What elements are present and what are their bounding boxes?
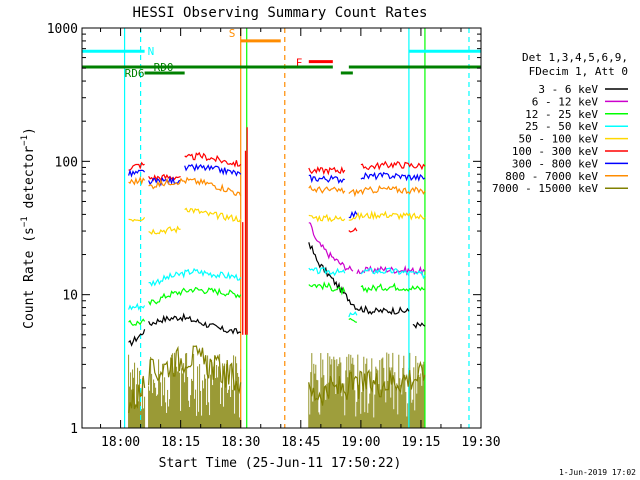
y-axis-label: Count Rate (s−1 detector−1) (20, 127, 37, 329)
series-line-segment (360, 282, 426, 294)
x-tick-label: 18:00 (101, 435, 140, 450)
x-tick-label: 19:15 (401, 435, 440, 450)
series-line-segment (356, 264, 426, 276)
series-line-segment (128, 175, 146, 186)
series-line-segment (308, 242, 410, 316)
legend-label-800-7000-kev: 800 - 7000 keV (505, 170, 598, 183)
series-line-segment (308, 174, 345, 184)
chart-title: HESSI Observing Summary Count Rates (132, 5, 427, 21)
legend-label-25-50-kev: 25 - 50 keV (525, 120, 598, 133)
series-line-segment (184, 162, 242, 177)
legend-label-12-25-kev: 12 - 25 keV (525, 108, 598, 121)
series-line-segment (128, 302, 146, 311)
series-line-segment (348, 317, 358, 323)
flag-label-s: S (229, 27, 236, 40)
series-line-segment (348, 227, 358, 233)
series-line-segment (128, 375, 146, 414)
series-line-segment (308, 281, 346, 296)
series-line-segment (308, 267, 346, 277)
x-axis-label: Start Time (25-Jun-11 17:50:22) (159, 456, 402, 471)
y-tick-label: 10 (62, 289, 78, 304)
y-axis-label-main: Count Rate (s (22, 227, 37, 329)
series-line-segment (128, 329, 146, 347)
flag-bar-s: S (229, 27, 281, 43)
flag-bar-n: N (82, 45, 481, 58)
legend-label-50-100-kev: 50 - 100 keV (519, 133, 599, 146)
series-25-50-kev (128, 267, 426, 318)
series-line-segment (412, 321, 426, 330)
series-line-segment (308, 222, 354, 272)
series-line-segment (184, 151, 242, 168)
series-line-segment (148, 312, 241, 335)
legend-label-100-300-kev: 100 - 300 keV (512, 145, 598, 158)
x-tick-label: 19:00 (341, 435, 380, 450)
legend-label-3-6-kev: 3 - 6 keV (538, 83, 598, 96)
y-axis-label-sup1: −1 (20, 216, 30, 227)
y-tick-label: 100 (55, 155, 78, 170)
series-line-segment (360, 160, 426, 171)
x-tick-label: 19:30 (461, 435, 500, 450)
legend: Det 1,3,4,5,6,9, FDecim 1, Att 0 3 - 6 k… (492, 51, 628, 195)
x-tick-label: 18:15 (161, 435, 200, 450)
series-line-segment (128, 318, 146, 327)
legend-label-7000-15000-kev: 7000 - 15000 keV (492, 182, 598, 195)
x-tick-label: 18:45 (281, 435, 320, 450)
series-line-segment (148, 345, 242, 395)
x-tick-label: 18:30 (221, 435, 260, 450)
legend-label-6-12-kev: 6 - 12 keV (532, 95, 599, 108)
series-300-800-kev (128, 162, 426, 219)
series-12-25-kev (128, 281, 426, 327)
series-line-segment (348, 210, 426, 221)
y-tick-label: 1000 (47, 22, 78, 37)
series-line-segment (184, 207, 242, 223)
flag-label-rd0: RD0 (154, 61, 174, 74)
y-axis-label-sup2: −1 (20, 135, 30, 146)
series-line-segment (148, 286, 242, 307)
series-line-segment (148, 225, 181, 235)
series-7000-15000-kev (128, 345, 426, 414)
plot-frame (81, 27, 482, 429)
flag-label-n: N (148, 45, 155, 58)
series-50-100-kev (128, 207, 426, 235)
legend-header-line1: Det 1,3,4,5,6,9, (522, 51, 628, 64)
series-100-300-kev (128, 151, 426, 233)
series-line-segment (308, 360, 426, 406)
series-line-segment (148, 267, 242, 287)
series-800-7000-kev (128, 175, 426, 198)
series-line-segment (360, 171, 426, 182)
series-line-segment (348, 210, 358, 219)
series-line-segment (360, 267, 426, 280)
series-line-segment (308, 166, 346, 176)
series-line-segment (148, 176, 242, 197)
series-line-segment (348, 311, 358, 318)
series-line-segment (308, 213, 346, 223)
flag-bar-rd0: RD0 (82, 61, 481, 74)
footer-timestamp: 1-Jun-2019 17:02 (559, 468, 636, 477)
flag-bar-f: F (296, 57, 333, 70)
legend-header-line2: FDecim 1, Att 0 (529, 65, 628, 78)
series-line-segment (128, 217, 146, 223)
flag-label-f: F (296, 57, 303, 70)
y-axis-label-end: ) (22, 127, 37, 135)
series-line-segment (308, 184, 346, 195)
flag-bar-rd6: RD6 (125, 67, 353, 80)
series-6-12-kev (308, 222, 426, 276)
series-line-segment (348, 185, 426, 198)
series-line-segment (128, 168, 146, 178)
y-axis-label-mid: detector (22, 146, 37, 217)
legend-label-300-800-kev: 300 - 800 keV (512, 157, 598, 170)
y-tick-label: 1 (70, 422, 78, 437)
series-3-6-kev (128, 242, 426, 347)
flag-label-rd6: RD6 (125, 67, 145, 80)
svg-text:Count Rate (s−1 detector−1): Count Rate (s−1 detector−1) (20, 127, 37, 329)
series-line-segment (148, 173, 181, 182)
series-line-segment (128, 161, 145, 171)
